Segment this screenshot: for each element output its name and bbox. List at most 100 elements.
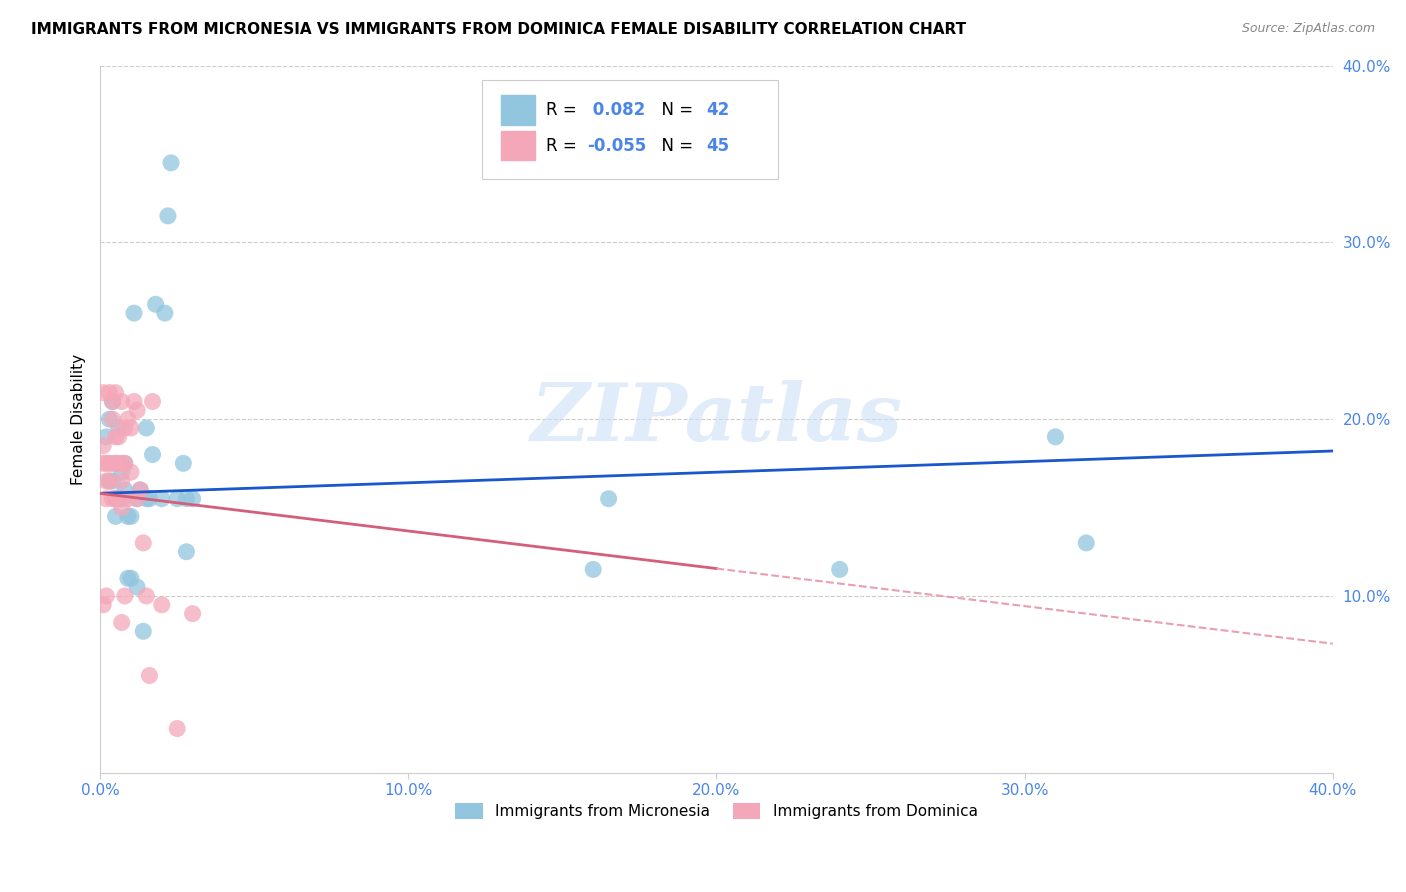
- Text: 45: 45: [707, 136, 730, 154]
- Point: [96, 474, 118, 488]
- Point: [111, 474, 134, 488]
- Point: [117, 509, 139, 524]
- Point: [120, 465, 142, 479]
- Point: [153, 306, 176, 320]
- Point: [104, 456, 127, 470]
- Point: [104, 385, 127, 400]
- Point: [176, 491, 198, 506]
- Point: [135, 491, 157, 506]
- Point: [129, 483, 152, 497]
- Point: [101, 456, 124, 470]
- Point: [150, 598, 173, 612]
- Point: [98, 412, 121, 426]
- Text: 42: 42: [707, 101, 730, 120]
- Point: [181, 607, 204, 621]
- Text: ZIPatlas: ZIPatlas: [530, 380, 903, 458]
- Point: [107, 421, 129, 435]
- Point: [141, 448, 163, 462]
- Point: [101, 412, 124, 426]
- Point: [132, 624, 155, 639]
- Point: [135, 421, 157, 435]
- Point: [122, 394, 145, 409]
- Point: [172, 456, 194, 470]
- Point: [117, 571, 139, 585]
- Point: [181, 491, 204, 506]
- Point: [138, 491, 160, 506]
- Point: [122, 306, 145, 320]
- Legend: Immigrants from Micronesia, Immigrants from Dominica: Immigrants from Micronesia, Immigrants f…: [449, 797, 984, 825]
- Point: [104, 456, 127, 470]
- Bar: [501, 95, 536, 125]
- Bar: [501, 130, 536, 161]
- Point: [91, 598, 114, 612]
- Point: [111, 500, 134, 515]
- Text: N =: N =: [651, 101, 699, 120]
- Point: [117, 491, 139, 506]
- Point: [96, 491, 118, 506]
- Text: 0.082: 0.082: [588, 101, 645, 120]
- Point: [96, 430, 118, 444]
- Point: [104, 509, 127, 524]
- Point: [111, 615, 134, 630]
- Text: Source: ZipAtlas.com: Source: ZipAtlas.com: [1241, 22, 1375, 36]
- Point: [104, 430, 127, 444]
- Point: [127, 580, 149, 594]
- Point: [166, 491, 188, 506]
- Point: [98, 456, 121, 470]
- Point: [104, 491, 127, 506]
- Point: [141, 394, 163, 409]
- Point: [160, 156, 183, 170]
- FancyBboxPatch shape: [482, 79, 778, 178]
- Point: [127, 491, 149, 506]
- Point: [127, 403, 149, 417]
- Point: [104, 491, 127, 506]
- Point: [114, 483, 136, 497]
- Point: [111, 394, 134, 409]
- Point: [129, 483, 152, 497]
- Point: [91, 385, 114, 400]
- Point: [150, 491, 173, 506]
- Point: [1076, 536, 1098, 550]
- Point: [132, 536, 155, 550]
- Point: [111, 456, 134, 470]
- Text: R =: R =: [547, 136, 582, 154]
- Point: [166, 722, 188, 736]
- Point: [101, 474, 124, 488]
- Point: [98, 474, 121, 488]
- Point: [114, 456, 136, 470]
- Point: [111, 465, 134, 479]
- Point: [127, 491, 149, 506]
- Text: -0.055: -0.055: [588, 136, 647, 154]
- Point: [145, 297, 167, 311]
- Point: [156, 209, 179, 223]
- Point: [98, 474, 121, 488]
- Point: [176, 545, 198, 559]
- Point: [91, 456, 114, 470]
- Point: [582, 562, 605, 576]
- Point: [101, 394, 124, 409]
- Point: [107, 491, 129, 506]
- Point: [117, 412, 139, 426]
- Point: [107, 491, 129, 506]
- Point: [98, 385, 121, 400]
- Point: [120, 571, 142, 585]
- Y-axis label: Female Disability: Female Disability: [72, 353, 86, 484]
- Point: [1045, 430, 1067, 444]
- Point: [114, 589, 136, 603]
- Point: [114, 421, 136, 435]
- Point: [107, 456, 129, 470]
- Point: [96, 456, 118, 470]
- Point: [91, 439, 114, 453]
- Point: [107, 430, 129, 444]
- Point: [138, 668, 160, 682]
- Point: [96, 589, 118, 603]
- Text: R =: R =: [547, 101, 582, 120]
- Point: [828, 562, 851, 576]
- Point: [114, 456, 136, 470]
- Text: N =: N =: [651, 136, 699, 154]
- Point: [120, 421, 142, 435]
- Point: [120, 509, 142, 524]
- Point: [135, 589, 157, 603]
- Point: [101, 491, 124, 506]
- Point: [111, 491, 134, 506]
